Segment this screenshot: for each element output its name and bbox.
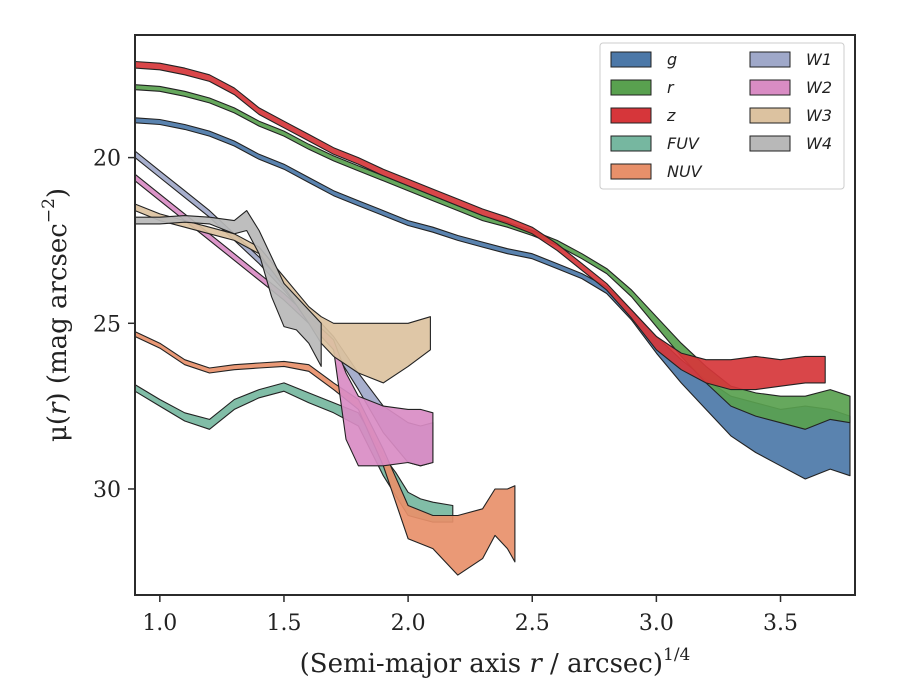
y-axis-label: μ(r) (mag arcsec−2) [39,188,73,442]
legend-swatch-g [610,51,652,68]
legend: grz FUV NUV W1 W2 W3 W4 [599,42,845,190]
legend-swatch-w2 [749,79,791,96]
x-axis-label: (Semi-major axis r / arcsec)1/4 [300,645,691,679]
x-tick-label: 3.0 [639,611,674,636]
x-tick-label: 3.5 [763,611,798,636]
legend-label-w4: W4 [806,134,832,153]
legend-label-g: g [667,50,677,69]
x-tick-label: 2.5 [515,611,550,636]
band-w4 [134,210,322,367]
legend-swatch-z [610,107,652,124]
legend-swatch-w4 [749,135,791,152]
legend-swatch-w3 [749,107,791,124]
legend-label-w3: W3 [806,106,832,125]
legend-label-fuv: FUV [667,134,700,153]
legend-swatch-w1 [749,51,791,68]
legend-label-w2: W2 [806,78,832,97]
y-tick-label: 30 [93,478,121,503]
profile-bands [134,60,851,576]
plot-frame [134,34,856,596]
band-z [134,60,826,391]
legend-swatch-nuv [610,163,652,180]
legend-swatch-r [610,79,652,96]
band-w2 [134,173,434,467]
legend-swatch-fuv [610,135,652,152]
band-nuv [134,331,516,576]
x-tick-label: 2.0 [391,611,426,636]
x-tick-label: 1.5 [266,611,301,636]
legend-label-w1: W1 [806,50,832,69]
y-axis-ticks: 20 25 30 [93,147,135,503]
legend-label-r: r [667,78,675,97]
band-g [134,117,851,480]
legend-label-nuv: NUV [667,162,703,181]
x-axis-ticks: 1.0 1.5 2.0 2.5 3.0 3.5 [142,595,798,636]
y-tick-label: 25 [93,312,121,337]
band-w3 [134,203,431,384]
x-tick-label: 1.0 [142,611,177,636]
legend-label-z: z [666,106,676,125]
y-tick-label: 20 [93,147,121,172]
